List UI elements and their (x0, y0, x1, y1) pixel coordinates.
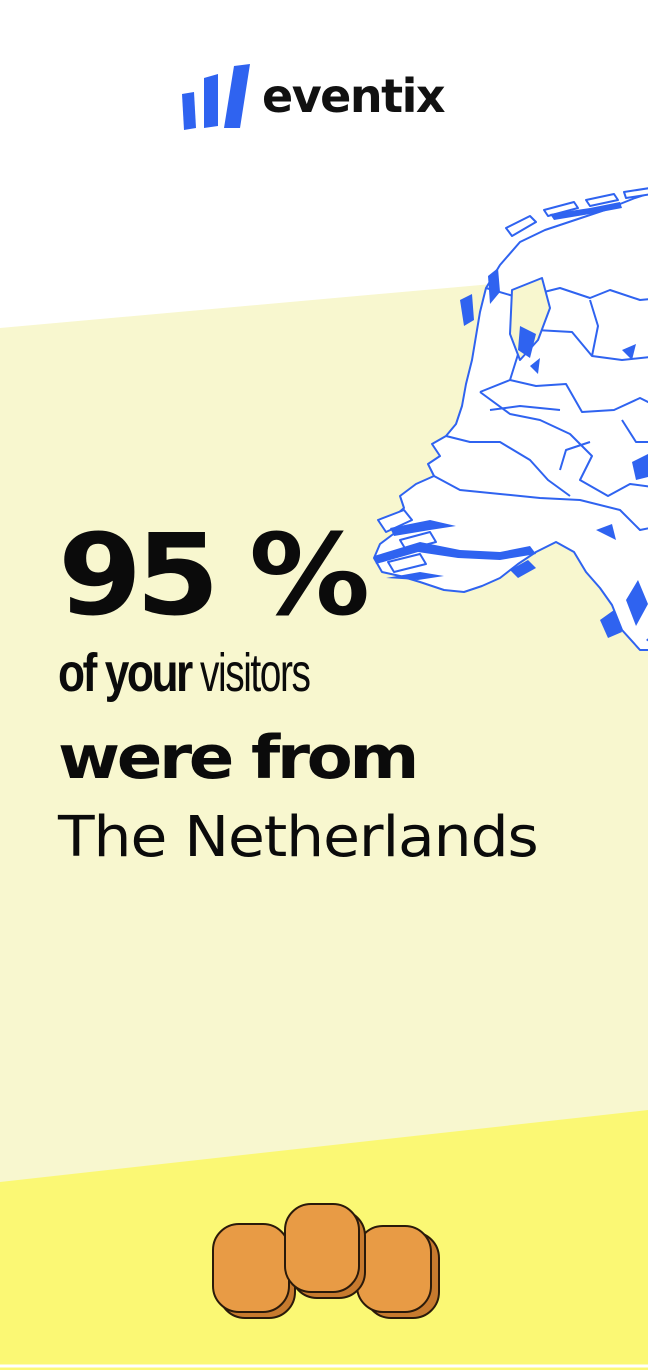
token-middle (284, 1203, 366, 1299)
stat-percentage: 95 % (58, 511, 370, 641)
stat-country-name: The Netherlands (58, 805, 539, 870)
stat-text-were-from: were from (58, 723, 419, 793)
brand-wordmark: eventix (262, 69, 446, 123)
stat-text-of-your: of your (58, 643, 193, 703)
bar-chart-logo-icon (182, 64, 250, 130)
orange-tokens-illustration (212, 1203, 440, 1319)
stat-text-visitors: visitors (200, 643, 311, 703)
token-right (356, 1225, 440, 1319)
eventix-logo: eventix (178, 64, 446, 132)
stat-line-of-your-visitors: of your visitors (58, 646, 618, 702)
visitor-stat-headline: 95 % of your visitors were from The Neth… (58, 520, 618, 866)
netherlands-map-illustration (373, 187, 648, 651)
token-left (212, 1223, 296, 1319)
